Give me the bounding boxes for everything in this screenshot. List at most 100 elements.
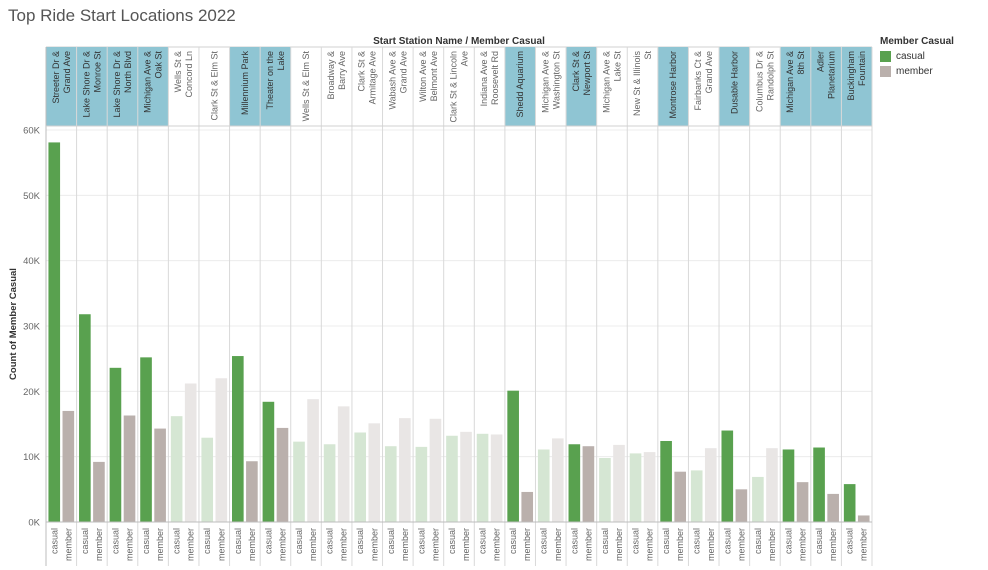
station-name-label[interactable]: Montrose Harbor [668, 51, 678, 119]
bar-member[interactable] [460, 431, 472, 522]
bar-member[interactable] [246, 461, 258, 522]
bar-member[interactable] [368, 423, 381, 522]
bar-casual[interactable] [568, 444, 581, 522]
bar-member[interactable] [215, 378, 228, 522]
bar-casual[interactable] [629, 453, 642, 522]
bar-member[interactable] [62, 410, 75, 522]
bar-casual[interactable] [384, 446, 397, 522]
bar-casual[interactable] [537, 449, 550, 522]
bar-casual[interactable] [323, 444, 336, 522]
station-name-label[interactable]: Lake St [612, 51, 622, 82]
bar-casual[interactable] [660, 440, 672, 522]
station-name-label[interactable]: Belmont Ave [429, 51, 439, 101]
legend-item-casual[interactable]: casual [880, 51, 954, 62]
station-name-label[interactable]: Clark St & [357, 51, 367, 92]
bar-casual[interactable] [140, 357, 152, 522]
bar-casual[interactable] [752, 476, 764, 522]
bar-member[interactable] [857, 515, 870, 522]
station-name-label[interactable]: Grand Ave [398, 51, 408, 93]
bar-casual[interactable] [48, 142, 61, 522]
bar-casual[interactable] [446, 435, 458, 522]
bar-member[interactable] [613, 444, 625, 522]
station-name-label[interactable]: Fairbanks Ct & [693, 51, 703, 111]
bar-casual[interactable] [79, 314, 91, 522]
station-name-label[interactable]: Columbus Dr & [754, 51, 764, 112]
station-name-label[interactable]: Millennium Park [240, 51, 250, 116]
station-name-label[interactable]: Roosevelt Rd [490, 51, 500, 105]
bar-casual[interactable] [782, 449, 795, 522]
bar-member[interactable] [123, 415, 136, 522]
bar-member[interactable] [766, 448, 778, 522]
bar-casual[interactable] [690, 470, 703, 522]
station-name-label[interactable]: Michigan Ave & [785, 51, 795, 113]
legend-item-member[interactable]: member [880, 66, 954, 77]
bar-member[interactable] [796, 482, 809, 522]
bar-member[interactable] [276, 427, 289, 522]
station-name-label[interactable]: Wells St & [173, 51, 183, 92]
station-name-label[interactable]: Grand Ave [704, 51, 714, 93]
station-name-label[interactable]: Lake [276, 51, 286, 71]
bar-casual[interactable] [201, 437, 214, 522]
bar-member[interactable] [184, 383, 197, 522]
bar-casual[interactable] [262, 401, 275, 522]
station-name-label[interactable]: Indiana Ave & [479, 51, 489, 106]
station-name-label[interactable]: Ave [460, 51, 470, 66]
station-name-label[interactable]: Grand Ave [62, 51, 72, 93]
bar-member[interactable] [521, 491, 534, 522]
bar-casual[interactable] [813, 447, 825, 522]
bar-member[interactable] [674, 471, 686, 522]
station-name-label[interactable]: Washington St [551, 51, 561, 110]
station-name-label[interactable]: Wells St & Elm St [301, 51, 311, 122]
bar-casual[interactable] [354, 432, 366, 522]
station-name-label[interactable]: 8th St [796, 51, 806, 75]
bar-member[interactable] [399, 418, 411, 522]
station-name-label[interactable]: Wabash Ave & [387, 51, 397, 110]
station-name-label[interactable]: Newport St [582, 51, 592, 96]
station-name-label[interactable]: Armitage Ave [368, 51, 378, 104]
bar-member[interactable] [337, 406, 350, 522]
station-name-label[interactable]: New St & Illinois [632, 51, 642, 117]
bar-member[interactable] [582, 446, 595, 522]
station-name-label[interactable]: Adler [816, 51, 826, 72]
bar-casual[interactable] [109, 367, 122, 522]
station-name-label[interactable]: Clark St & Elm St [209, 51, 219, 121]
bar-member[interactable] [154, 428, 166, 522]
bar-casual[interactable] [415, 446, 428, 522]
bar-member[interactable] [704, 448, 717, 522]
station-name-label[interactable]: Oak St [154, 51, 164, 79]
bar-member[interactable] [735, 489, 748, 522]
station-name-label[interactable]: Broadway & [326, 51, 336, 100]
bar-member[interactable] [429, 418, 442, 522]
bar-casual[interactable] [293, 441, 305, 522]
station-name-label[interactable]: Randolph St [765, 51, 775, 101]
bar-member[interactable] [490, 434, 503, 522]
bar-member[interactable] [307, 399, 319, 522]
bar-member[interactable] [827, 493, 839, 522]
station-name-label[interactable]: Michigan Ave & [540, 51, 550, 113]
bar-casual[interactable] [507, 390, 519, 522]
station-name-label[interactable]: Clark St & [571, 51, 581, 92]
bar-member[interactable] [93, 461, 105, 522]
station-name-label[interactable]: Michigan Ave & [143, 51, 153, 113]
station-name-label[interactable]: Lake Shore Dr & [112, 51, 122, 118]
station-name-label[interactable]: Michigan Ave & [601, 51, 611, 113]
station-name-label[interactable]: Barry Ave [337, 51, 347, 90]
bar-casual[interactable] [843, 484, 856, 522]
bar-casual[interactable] [232, 356, 244, 522]
station-name-label[interactable]: Fountain [857, 51, 867, 86]
station-name-label[interactable]: Dusable Harbor [729, 51, 739, 114]
station-name-label[interactable]: Shedd Aquarium [515, 51, 525, 118]
bar-member[interactable] [552, 438, 564, 522]
bar-member[interactable] [643, 452, 656, 522]
station-name-label[interactable]: Buckingham [846, 51, 856, 101]
station-name-label[interactable]: Theater on the [265, 51, 275, 110]
bar-casual[interactable] [476, 433, 489, 522]
station-name-label[interactable]: Planetarium [827, 51, 837, 99]
station-name-label[interactable]: Streeter Dr & [51, 51, 61, 104]
station-name-label[interactable]: Clark St & Lincoln [449, 51, 459, 123]
station-name-label[interactable]: St [643, 51, 653, 60]
bar-casual[interactable] [721, 430, 734, 522]
station-name-label[interactable]: North Blvd [123, 51, 133, 93]
station-name-label[interactable]: Wilton Ave & [418, 51, 428, 102]
station-name-label[interactable]: Concord Ln [184, 51, 194, 98]
